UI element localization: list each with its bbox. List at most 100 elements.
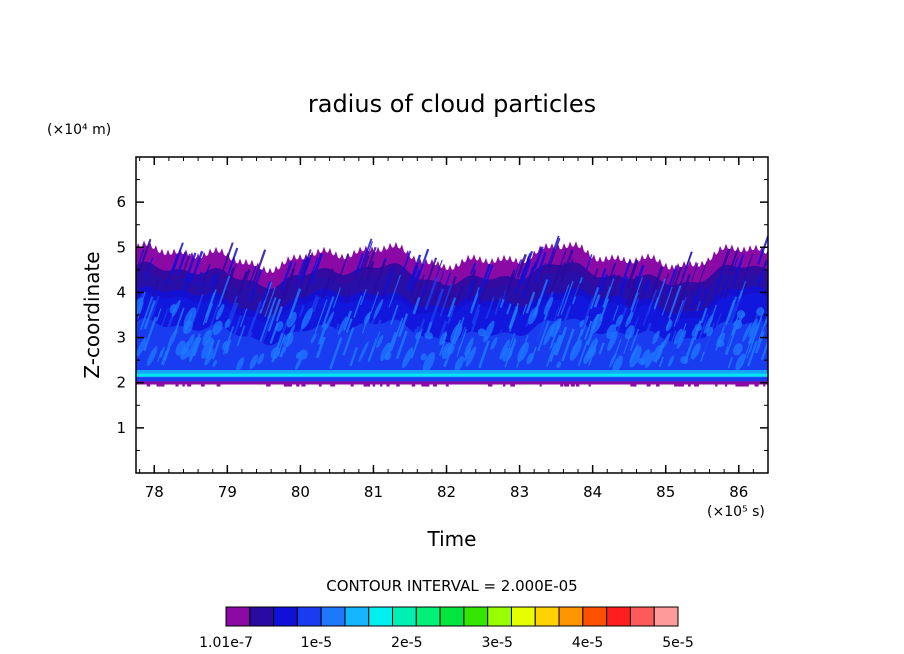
- colorbar-swatch: [653, 606, 679, 627]
- field-patch: [295, 352, 302, 360]
- field-streak: [207, 272, 219, 301]
- field-streak: [760, 262, 767, 275]
- x-tick-label: 80: [291, 483, 310, 501]
- field-streak: [244, 316, 257, 343]
- field-streak: [746, 340, 759, 367]
- field-streak: [401, 250, 412, 274]
- field-streak: [458, 326, 467, 345]
- field-streak: [634, 316, 639, 327]
- field-streak: [310, 253, 324, 284]
- field-streak: [171, 242, 184, 272]
- field-streak: [147, 295, 160, 326]
- field-streak: [137, 238, 152, 273]
- field-streak: [447, 297, 457, 318]
- colorbar-swatch: [320, 606, 346, 627]
- field-patch: [450, 322, 463, 344]
- field-streak: [560, 280, 574, 316]
- field-streak: [217, 275, 231, 308]
- field-streak: [439, 283, 453, 317]
- field-streak: [323, 344, 331, 361]
- field-patch: [212, 359, 217, 367]
- field-patch: [224, 319, 231, 329]
- x-axis: 78 79 80 81 82 83 84 85 86: [139, 157, 769, 501]
- field-patch: [748, 323, 760, 346]
- field-streak: [332, 331, 346, 365]
- field-streak: [202, 294, 215, 326]
- x-tick-label: 86: [729, 483, 748, 501]
- field-streak: [209, 304, 220, 329]
- base-fleck: [539, 384, 542, 387]
- colorbar-swatch: [296, 606, 322, 627]
- field-patch: [612, 355, 623, 374]
- field-patch: [606, 324, 617, 339]
- field-patch: [490, 337, 498, 350]
- field-patch: [477, 328, 487, 337]
- field-streak: [261, 314, 273, 345]
- field-streak: [372, 259, 387, 295]
- field-streak: [544, 321, 552, 336]
- field-streak: [673, 300, 684, 327]
- colorbar-swatch: [629, 606, 655, 627]
- field-streak: [577, 340, 589, 367]
- field-streak: [609, 273, 615, 287]
- base-fleck: [182, 384, 185, 387]
- field-streak: [244, 268, 251, 281]
- base-fleck: [318, 384, 322, 387]
- base-fleck: [588, 384, 591, 387]
- field-streak: [560, 307, 571, 330]
- colorbar-swatch: [344, 606, 370, 627]
- field-patch: [645, 351, 655, 368]
- field-streak: [299, 257, 311, 285]
- field-streak: [151, 339, 164, 368]
- field-streak: [408, 281, 414, 295]
- field-streak: [176, 251, 187, 277]
- field-patch: [691, 326, 698, 337]
- field-patch: [736, 312, 745, 328]
- x-tick-label: 84: [583, 483, 602, 501]
- field-patch: [590, 313, 603, 334]
- y-tick-label: 2: [116, 374, 126, 392]
- y-tick-label: 5: [116, 238, 126, 256]
- field-streak: [267, 298, 282, 332]
- field-streak: [534, 263, 547, 296]
- field-streak: [278, 281, 289, 308]
- field-streak: [676, 296, 687, 323]
- field-streak: [477, 263, 492, 296]
- field-streak: [728, 298, 741, 327]
- field-streak: [513, 259, 522, 279]
- field-patch: [167, 328, 178, 350]
- field-streak: [294, 259, 305, 287]
- field-patch: [270, 346, 281, 360]
- field-streak: [716, 268, 725, 286]
- field-patch: [146, 346, 158, 367]
- colorbar: 1.01e-7 1e-5 2e-5 3e-5 4e-5 5e-5: [199, 606, 694, 651]
- field-streak: [412, 297, 421, 315]
- field-streak: [695, 300, 702, 312]
- field-streak: [248, 269, 263, 303]
- field-patch: [579, 319, 585, 328]
- field-streak: [367, 317, 376, 335]
- field-streak: [434, 270, 445, 299]
- base-fleck: [679, 384, 682, 387]
- field-streak: [547, 238, 561, 271]
- base-fleck: [411, 384, 416, 387]
- field-streak: [204, 303, 214, 324]
- base-fleck: [510, 384, 515, 387]
- field-patch: [569, 339, 582, 361]
- field-streak: [640, 331, 650, 354]
- field-streak: [267, 297, 277, 320]
- base-fleck: [421, 384, 425, 387]
- field-streak: [316, 331, 329, 362]
- field-patch: [661, 332, 670, 350]
- field-streak: [651, 266, 664, 294]
- field-streak: [244, 331, 253, 350]
- field-streak: [160, 350, 168, 365]
- field-streak: [353, 295, 363, 318]
- field-streak: [224, 263, 237, 298]
- field-streak: [633, 264, 645, 290]
- field-patch: [528, 307, 539, 325]
- field-patch: [439, 331, 448, 346]
- field-streak: [356, 255, 370, 289]
- field-streak: [519, 250, 534, 284]
- field-patch: [324, 311, 335, 331]
